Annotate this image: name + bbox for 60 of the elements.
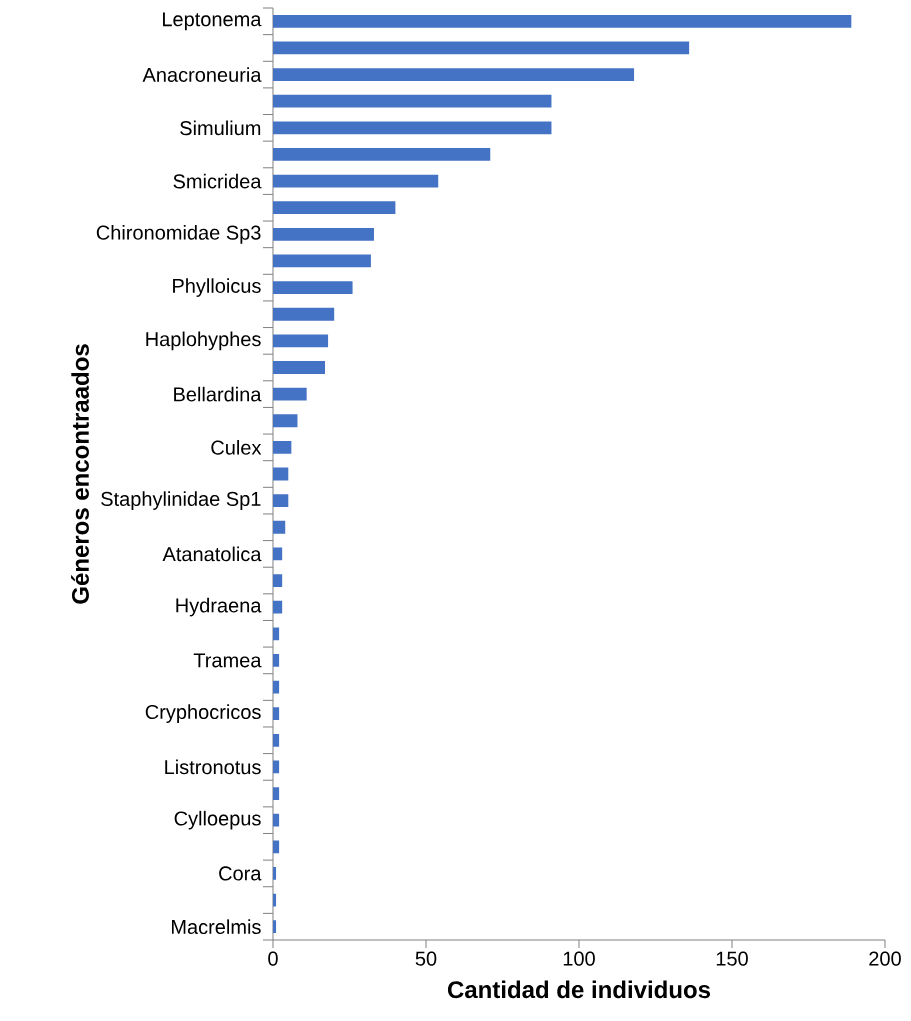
y-tick-label: Cryphocricos [145, 704, 261, 723]
bar [272, 787, 280, 800]
y-tick-label: Listronotus [165, 759, 261, 775]
bar [272, 68, 635, 81]
bar [272, 94, 552, 108]
bar [272, 547, 283, 561]
bar [272, 334, 329, 348]
x-tick-label: 100 [563, 951, 595, 966]
x-tick-label: 0 [268, 951, 278, 966]
bar [272, 440, 292, 454]
bar [272, 227, 374, 241]
bar [272, 920, 277, 934]
bar [272, 707, 280, 721]
bar [272, 414, 298, 428]
y-tick-label: Cora [219, 866, 262, 881]
bar [272, 520, 286, 534]
bar [272, 148, 491, 161]
bar [272, 600, 283, 614]
y-tick-label: Culex [211, 440, 262, 455]
bar [272, 893, 277, 907]
bar [272, 121, 552, 135]
y-tick-label: Chironomidae Sp3 [96, 225, 261, 244]
y-tick-label: Cylloepus [174, 810, 261, 830]
y-tick-label: Tramea [193, 653, 262, 668]
x-tick-label: 150 [716, 951, 748, 966]
y-tick-label: Anacroneuria [142, 67, 262, 82]
bar [272, 840, 280, 854]
y-tick-label: Atanatolica [162, 546, 262, 562]
y-tick-label: Phylloicus [173, 278, 261, 297]
x-axis-title: Cantidad de individuos [447, 980, 711, 999]
y-axis-title: Géneros encontraados [71, 344, 89, 604]
bar [272, 201, 396, 215]
bar [272, 494, 289, 508]
bar [272, 813, 280, 827]
bar [272, 654, 280, 667]
bar [272, 387, 307, 401]
bar [272, 14, 852, 28]
x-tick-label: 50 [415, 951, 437, 966]
y-tick-label: Leptonema [163, 12, 262, 31]
bar [272, 174, 439, 188]
bar [272, 760, 280, 774]
x-tick-label: 200 [869, 951, 901, 966]
bar [272, 627, 280, 641]
bar [272, 574, 283, 587]
bar [272, 281, 353, 294]
y-tick-label: Simulium [180, 120, 261, 136]
y-tick-label: Macrelmis [172, 919, 261, 935]
bar [272, 733, 280, 747]
bar [272, 41, 690, 55]
y-tick-label: Haplohyphes [146, 331, 261, 351]
y-tick-label: Staphylinidae Sp1 [101, 491, 261, 510]
y-tick-label: Bellardina [174, 386, 262, 402]
bar [272, 254, 371, 268]
bar [272, 680, 280, 694]
bar [272, 867, 277, 880]
bar [272, 361, 326, 374]
y-tick-label: Hydraena [176, 597, 262, 617]
bar [272, 307, 335, 321]
y-tick-label: Smicridea [173, 173, 262, 189]
bar [272, 467, 289, 481]
